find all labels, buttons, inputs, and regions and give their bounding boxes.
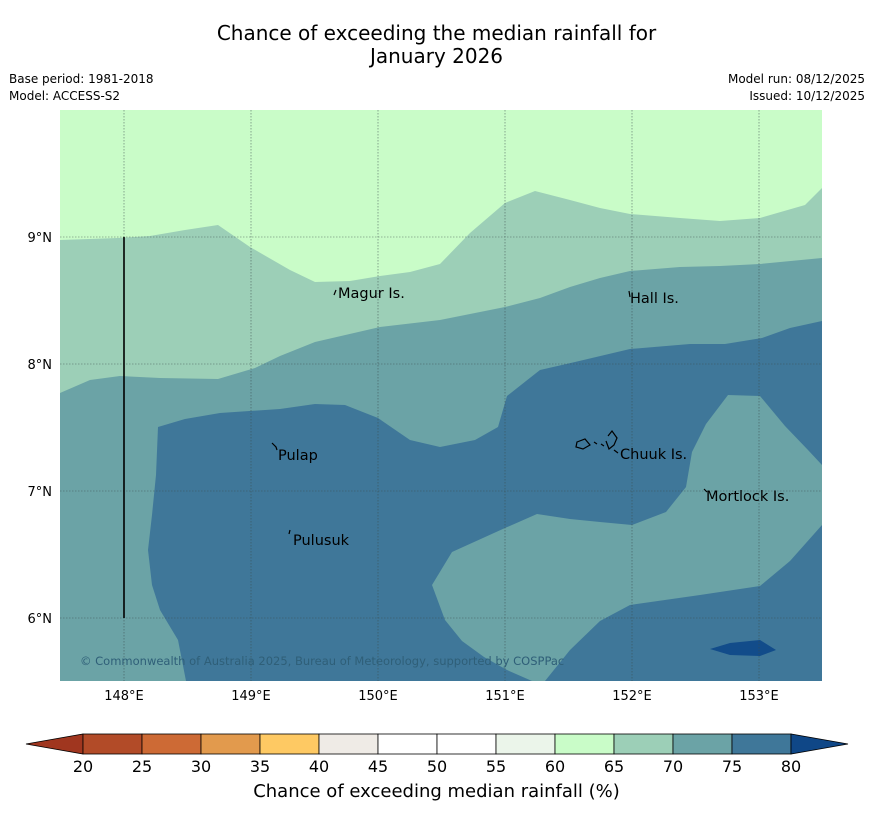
colorbar-tick-55: 55 <box>485 757 507 776</box>
colorbar-bin-20-25 <box>82 733 143 755</box>
colorbar-bin-30-35 <box>200 733 261 755</box>
chart-title-line2: January 2026 <box>369 44 504 68</box>
island-chuuk <box>575 430 619 454</box>
place-label-pulusuk: Pulusuk <box>293 533 350 549</box>
copyright-notice: © Commonwealth of Australia 2025, Bureau… <box>80 654 564 668</box>
chart-title: Chance of exceeding the median rainfall … <box>0 22 873 68</box>
lon-tick-149: 149°E <box>231 689 271 704</box>
colorbar-bin-35-40 <box>259 733 320 755</box>
colorbar-bin-50-55 <box>436 733 497 755</box>
map-panel <box>60 110 822 681</box>
region-75-80 <box>148 321 822 681</box>
colorbar-tick-45: 45 <box>367 757 389 776</box>
colorbar-bin-60-65 <box>554 733 615 755</box>
lon-tick-150: 150°E <box>358 689 398 704</box>
lat-tick-8: 8°N <box>28 358 53 373</box>
base-period-label: Base period: 1981-2018 <box>9 72 154 86</box>
colorbar-bin-55-60 <box>495 733 556 755</box>
colorbar-tick-20: 20 <box>72 757 94 776</box>
colorbar-tick-65: 65 <box>603 757 625 776</box>
island-mortlock <box>703 488 708 493</box>
lon-tick-labels: 148°E 149°E 150°E 151°E 152°E 153°E <box>104 689 779 704</box>
colorbar-tick-30: 30 <box>190 757 212 776</box>
colorbar-bin-40-45 <box>318 733 379 755</box>
place-label-mortlock: Mortlock Is. <box>706 489 789 505</box>
colorbar-tick-80: 80 <box>780 757 802 776</box>
colorbar-tick-50: 50 <box>426 757 448 776</box>
meta-right: Model run: 08/12/2025 Issued: 10/12/2025 <box>728 71 865 105</box>
place-label-hall: Hall Is. <box>630 291 679 307</box>
colorbar-bin-75-80 <box>731 733 792 755</box>
lat-tick-7: 7°N <box>28 485 53 500</box>
lat-tick-9: 9°N <box>28 231 53 246</box>
colorbar-extend-below <box>25 733 84 755</box>
lon-tick-148: 148°E <box>104 689 144 704</box>
colorbar-tick-75: 75 <box>721 757 743 776</box>
island-pulap <box>271 442 278 451</box>
colorbar-bin-70-75 <box>672 733 733 755</box>
island-pulusuk <box>288 529 291 535</box>
colorbar-tick-40: 40 <box>308 757 330 776</box>
place-label-chuuk: Chuuk Is. <box>620 447 687 463</box>
lat-tick-labels: 9°N 8°N 7°N 6°N <box>28 231 53 627</box>
place-label-magur: Magur Is. <box>338 286 405 302</box>
colorbar-title: Chance of exceeding median rainfall (%) <box>253 781 620 802</box>
lon-tick-153: 153°E <box>739 689 779 704</box>
chart-title-line1: Chance of exceeding the median rainfall … <box>216 21 657 45</box>
colorbar-tick-25: 25 <box>131 757 153 776</box>
place-label-pulap: Pulap <box>278 448 318 464</box>
model-label: Model: ACCESS-S2 <box>9 89 121 103</box>
colorbar-bin-65-70 <box>613 733 674 755</box>
colorbar-bin-45-50 <box>377 733 438 755</box>
place-labels: Magur Is. Hall Is. Pulap Chuuk Is. Mortl… <box>278 286 789 549</box>
issued-label: Issued: 10/12/2025 <box>749 89 865 103</box>
lon-tick-151: 151°E <box>485 689 525 704</box>
colorbar <box>25 733 849 755</box>
colorbar-tick-60: 60 <box>544 757 566 776</box>
island-magur <box>333 289 337 296</box>
island-outlines <box>271 289 708 535</box>
lon-tick-152: 152°E <box>612 689 652 704</box>
lat-tick-6: 6°N <box>28 612 53 627</box>
model-run-label: Model run: 08/12/2025 <box>727 72 865 86</box>
colorbar-extend-above <box>790 733 849 755</box>
region-80-plus <box>710 640 776 656</box>
colorbar-tick-70: 70 <box>662 757 684 776</box>
colorbar-bin-25-30 <box>141 733 202 755</box>
island-hall <box>628 290 631 298</box>
colorbar-tick-35: 35 <box>249 757 271 776</box>
meta-left: Base period: 1981-2018 Model: ACCESS-S2 <box>9 71 154 105</box>
